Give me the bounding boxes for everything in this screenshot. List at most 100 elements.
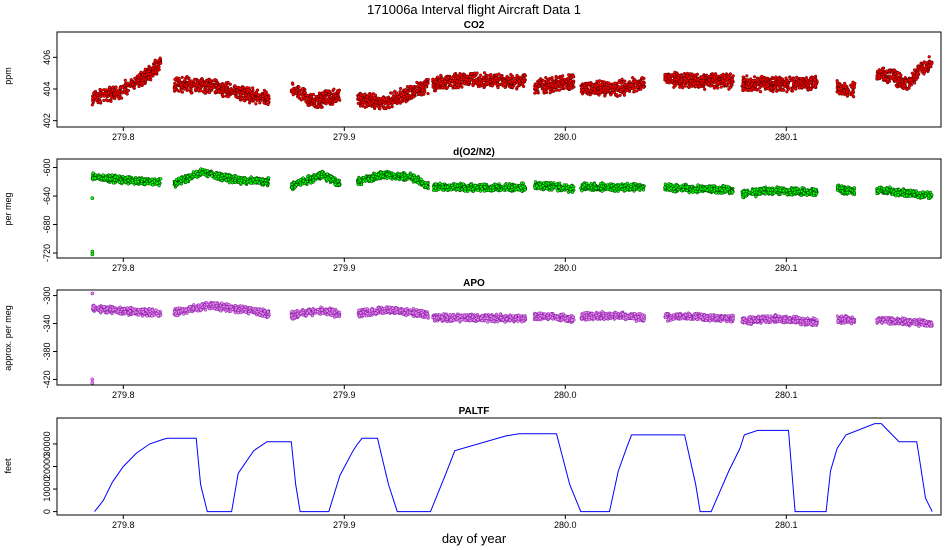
panel-o2n2-point (108, 177, 112, 181)
panel-co2-point (614, 92, 619, 97)
panel-co2-point (475, 71, 479, 75)
panel-co2-point (636, 85, 640, 89)
panel-co2-point (411, 95, 416, 99)
figure-xlabel: day of year (442, 531, 507, 546)
panel-co2-point (494, 76, 498, 80)
panel-co2-point (391, 94, 395, 99)
panel-co2-point (304, 99, 308, 104)
panel-co2-point (126, 89, 130, 93)
panel-co2-point (484, 76, 489, 80)
panel-co2-point (621, 86, 626, 90)
panel-co2-point (489, 72, 493, 77)
panel-co2-point (479, 81, 484, 85)
panel-co2-point (267, 100, 271, 104)
panel-co2-point (614, 85, 618, 89)
panel-co2-point (535, 90, 539, 95)
panel-co2-point (693, 74, 698, 79)
panel-o2n2-point (396, 176, 400, 181)
panel-co2-point (741, 82, 745, 86)
panel-co2-point (383, 102, 388, 106)
panel-co2-point (588, 89, 593, 93)
panel-co2-point (382, 106, 386, 111)
panel-co2-point (916, 65, 921, 70)
panel-co2-point (123, 78, 127, 82)
panel-co2-data-segment (663, 70, 735, 91)
panel-o2n2-point (400, 177, 404, 181)
panel-co2-point (238, 86, 242, 91)
panel-co2-point (685, 71, 690, 76)
panel-o2n2-point (234, 174, 239, 179)
panel-co2-point (902, 84, 906, 88)
panel-co2-point (564, 83, 568, 87)
panel-co2-point (474, 77, 478, 82)
panel-co2-point (266, 102, 270, 107)
panel-co2-point (787, 86, 791, 90)
panel-o2n2-point (420, 181, 424, 185)
panel-co2-point (203, 83, 208, 87)
panel-co2-point (580, 85, 584, 89)
panel-o2n2-point (200, 170, 204, 175)
panel-co2-point (853, 81, 857, 85)
panel-o2n2-point (185, 175, 190, 179)
panel-co2-point (521, 84, 526, 89)
panel-co2-point (785, 78, 789, 83)
panel-o2n2-point (333, 182, 337, 187)
panel-o2n2-ytick-label: -680 (42, 216, 52, 234)
panel-co2-point (790, 89, 795, 93)
panel-co2-point (419, 91, 424, 96)
panel-co2-point (590, 82, 594, 87)
panel-co2-point (334, 94, 338, 98)
panel-co2-point (416, 91, 421, 96)
panel-co2-point (752, 75, 757, 79)
panel-co2-point (404, 88, 408, 92)
panel-o2n2-point (148, 182, 153, 186)
panel-co2-point (235, 88, 240, 93)
panel-o2n2-point (251, 178, 255, 182)
panel-co2-point (434, 80, 438, 84)
panel-co2-point (538, 80, 542, 85)
panel-co2-point (502, 78, 506, 83)
panel-co2-point (930, 61, 934, 66)
panel-co2-point (569, 79, 573, 83)
panel-co2-point (373, 93, 378, 97)
panel-o2n2-point (143, 182, 147, 186)
panel-co2-point (386, 95, 391, 99)
panel-o2n2-point (356, 182, 361, 187)
panel-co2-point (627, 80, 632, 84)
panel-o2n2-point (213, 174, 218, 179)
panel-co2-point (688, 72, 693, 76)
panel-co2-point (687, 76, 691, 80)
panel-co2-point (804, 77, 808, 81)
panel-o2n2-point (385, 172, 389, 176)
panel-co2-xtick-label: 279.8 (112, 132, 135, 142)
panel-co2-point (220, 81, 225, 86)
panel-co2-point (223, 83, 228, 87)
panel-co2-point (599, 83, 603, 87)
panel-co2-point (456, 76, 460, 80)
panel-co2-point (248, 89, 252, 93)
panel-co2-point (794, 87, 798, 91)
panel-co2-point (546, 83, 551, 87)
panel-co2-point (447, 81, 452, 85)
panel-o2n2-point (375, 175, 379, 180)
panel-o2n2-point (264, 182, 268, 186)
panel-co2-point (895, 85, 899, 89)
panel-co2-point (300, 97, 304, 101)
panel-co2-point (742, 78, 746, 82)
panel-co2-point (489, 79, 493, 84)
panel-co2-point (909, 78, 913, 82)
panel-co2-point (482, 71, 487, 75)
panel-o2n2-point (267, 176, 271, 180)
panel-co2-point (153, 63, 157, 68)
panel-co2-point (499, 74, 504, 79)
panel-co2-point (398, 86, 403, 91)
panel-co2-point (896, 70, 900, 75)
panel-co2-point (720, 76, 724, 81)
panel-co2-point (678, 85, 682, 89)
panel-co2-point (453, 85, 457, 89)
panel-o2n2-point (146, 182, 150, 186)
panel-co2-point (622, 83, 627, 87)
panel-o2n2-point (91, 171, 95, 175)
panel-co2-data-segment (289, 81, 342, 110)
panel-co2-point (390, 105, 394, 109)
